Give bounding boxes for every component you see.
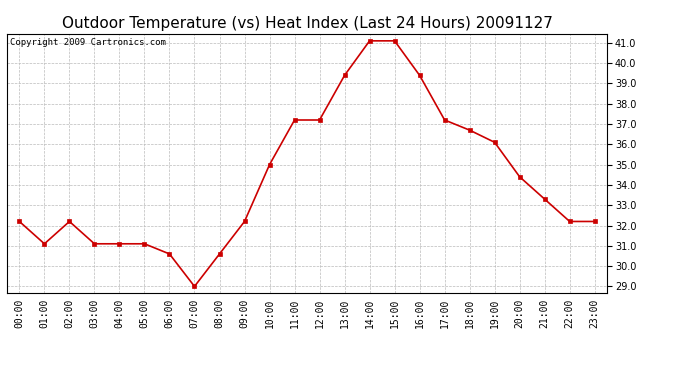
Text: Copyright 2009 Cartronics.com: Copyright 2009 Cartronics.com [10,38,166,46]
Title: Outdoor Temperature (vs) Heat Index (Last 24 Hours) 20091127: Outdoor Temperature (vs) Heat Index (Las… [61,16,553,31]
